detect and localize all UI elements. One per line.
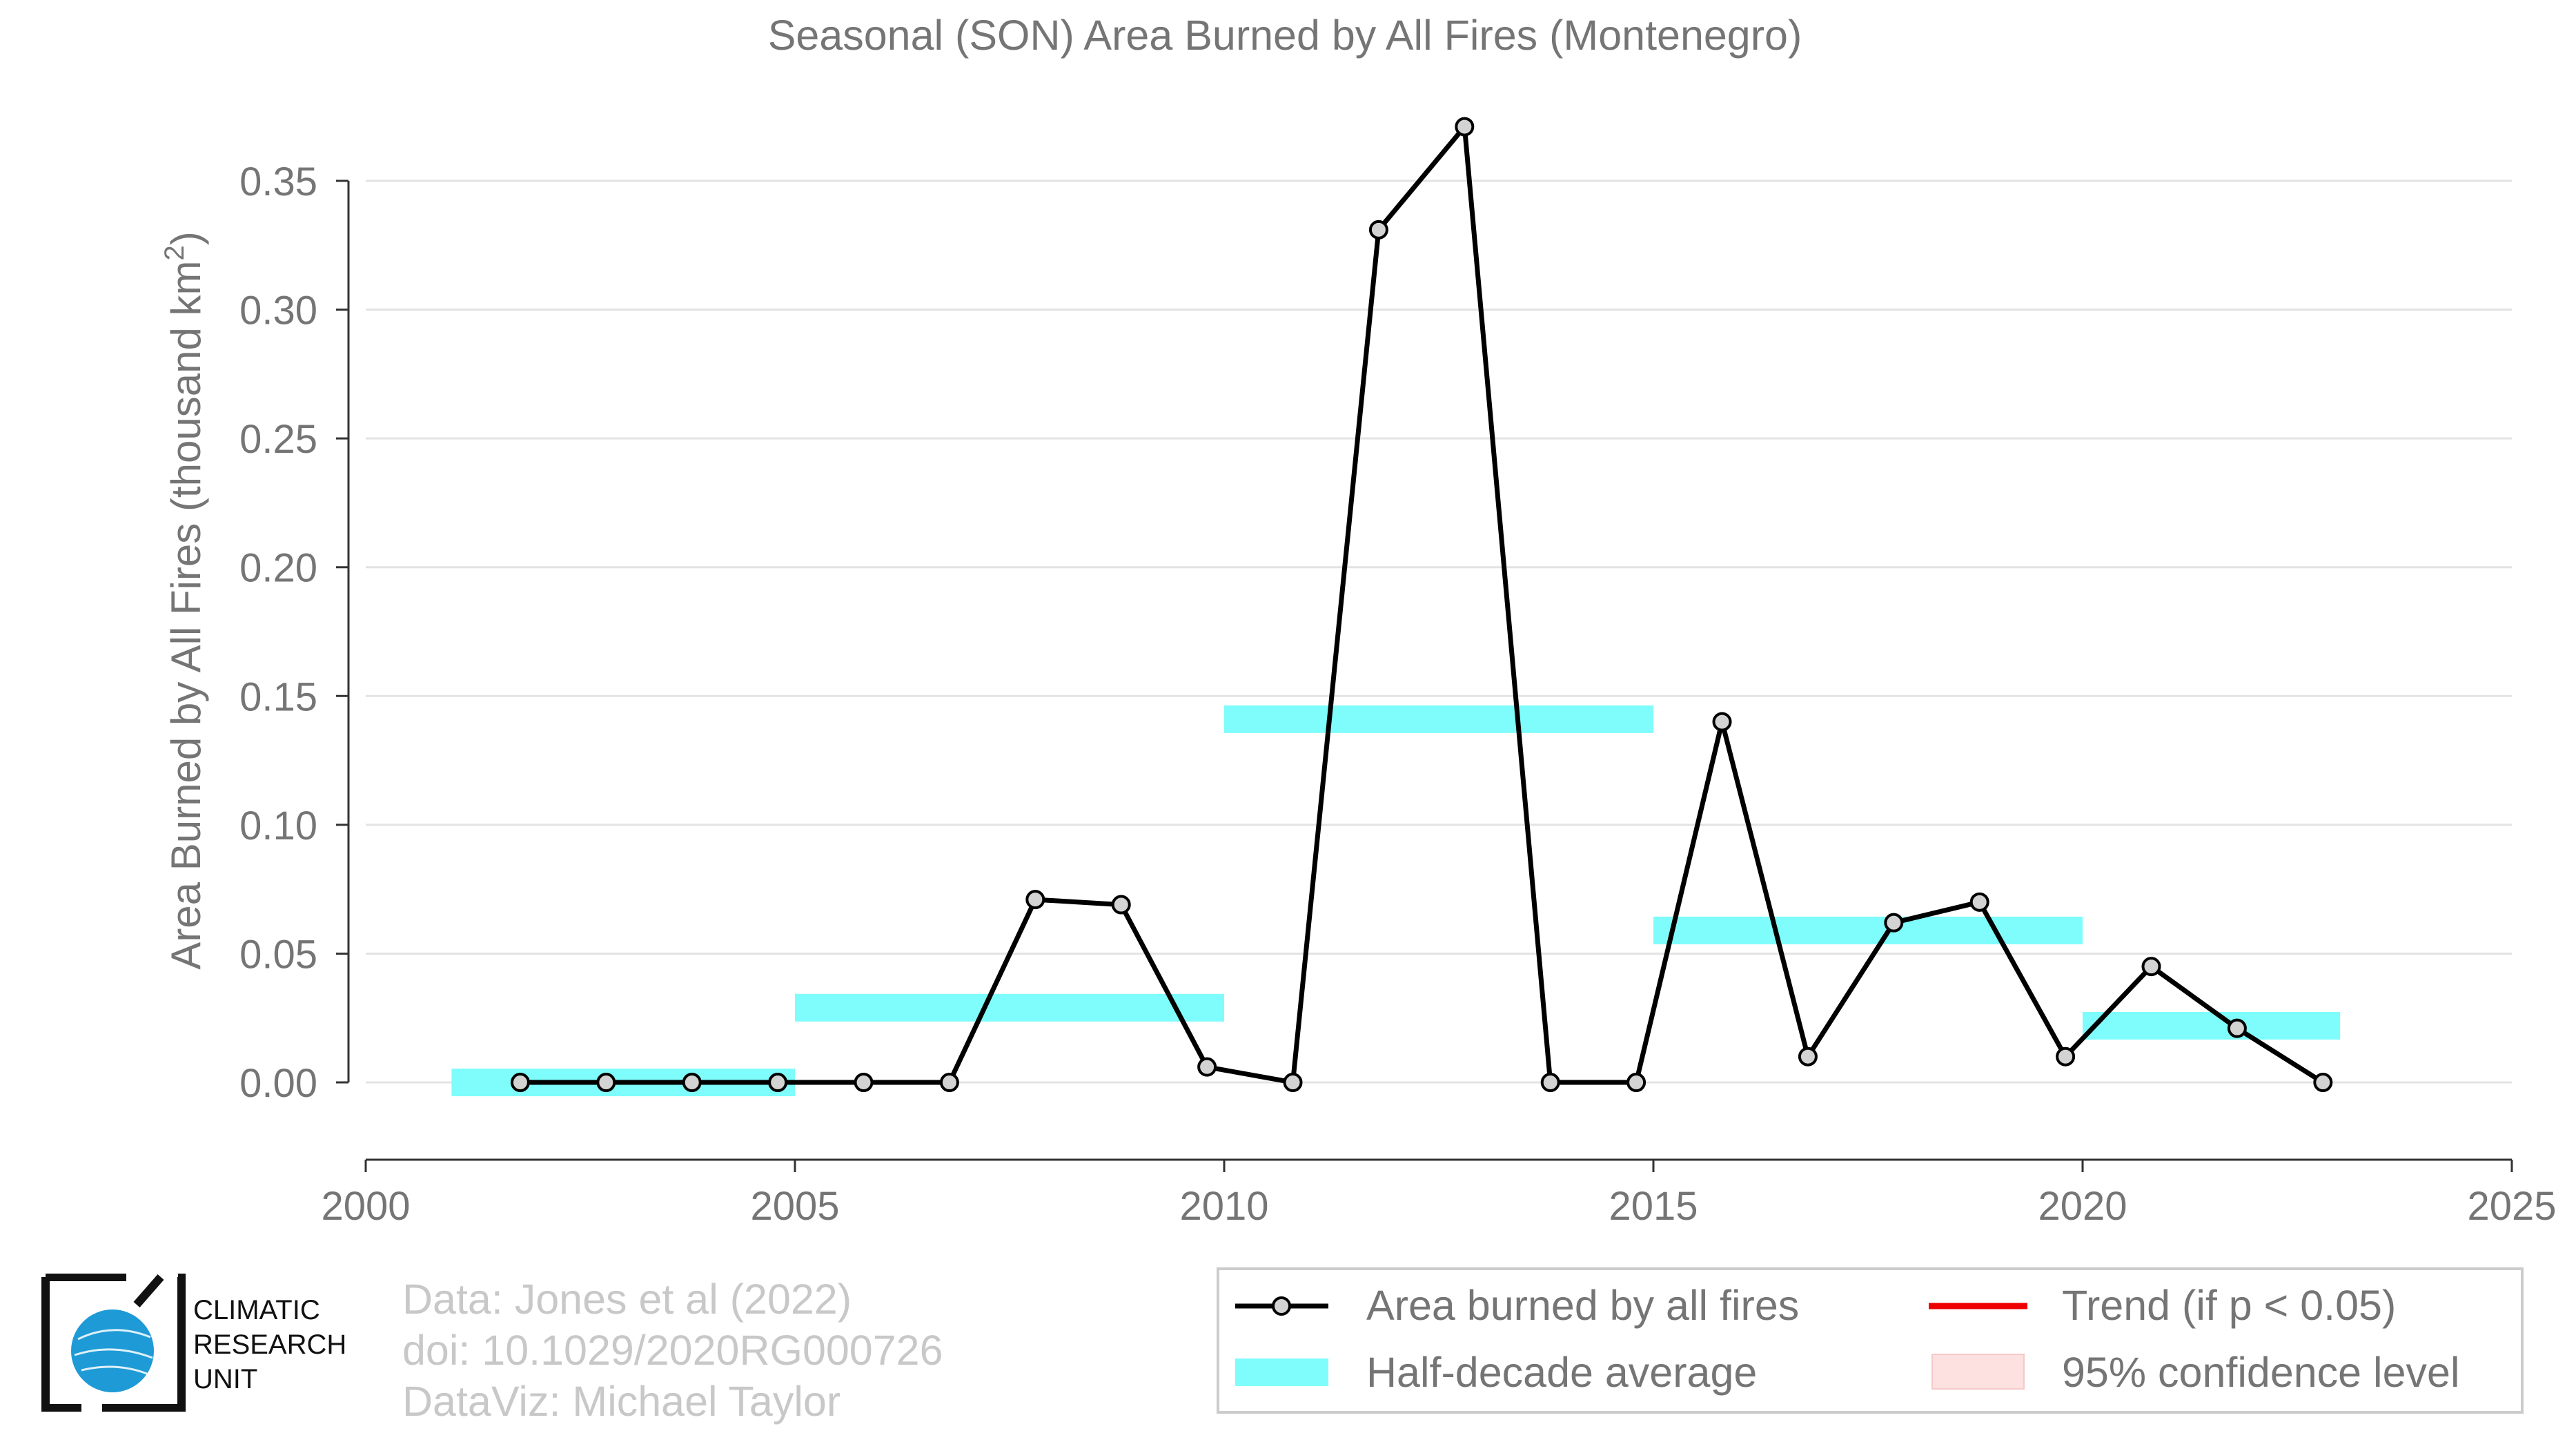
y-tick-label: 0.10 (239, 804, 317, 848)
legend-label-ci: 95% confidence level (2062, 1349, 2460, 1396)
globe-icon (71, 1309, 154, 1392)
data-point (596, 1073, 616, 1093)
half-decade-band (2083, 1011, 2341, 1040)
data-point (1626, 1073, 1646, 1093)
data-point (1283, 1073, 1303, 1093)
legend-box (1217, 1267, 2524, 1414)
cru-logo (40, 1273, 364, 1412)
chart-title: Seasonal (SON) Area Burned by All Fires … (768, 12, 1802, 59)
credit-data: Data: Jones et al (2022) (402, 1276, 852, 1323)
x-tick-label: 2000 (321, 1184, 410, 1229)
y-tick-label: 0.20 (239, 546, 317, 591)
y-axis-label-main: Area Burned by All Fires (thousand km (163, 261, 209, 970)
half-decade-band (795, 993, 1224, 1022)
x-tick-label: 2005 (750, 1184, 839, 1229)
x-axis: 2000 2005 2010 2015 2020 2025 (321, 1158, 2557, 1229)
logo-line-2: RESEARCH (193, 1330, 347, 1360)
data-point (510, 1073, 530, 1093)
series-line (520, 124, 2325, 1085)
data-point (1712, 712, 1732, 732)
x-tick-label: 2020 (2038, 1184, 2127, 1229)
data-point (939, 1073, 959, 1093)
y-tick-label: 0.15 (239, 674, 317, 719)
logo-line-3: UNIT (193, 1364, 258, 1394)
legend-band-swatch (1235, 1359, 1328, 1386)
legend-ci-swatch (1931, 1354, 2025, 1390)
legend-label-trend: Trend (if p < 0.05) (2062, 1282, 2396, 1329)
credit-doi: doi: 10.1029/2020RG000726 (402, 1327, 943, 1374)
data-point (1455, 117, 1475, 137)
data-point (854, 1073, 874, 1093)
data-point (2313, 1073, 2333, 1093)
data-point (1798, 1046, 1818, 1067)
legend-label-average: Half-decade average (1366, 1349, 1757, 1396)
half-decade-bands (451, 705, 2341, 1097)
x-tick-label: 2010 (1179, 1184, 1268, 1229)
grid-lines (366, 179, 2512, 1084)
y-axis-label-sup: 2 (159, 245, 190, 260)
data-point (2227, 1018, 2247, 1038)
x-tick-label: 2015 (1609, 1184, 1698, 1229)
y-tick-label: 0.25 (239, 417, 317, 462)
data-point (1025, 890, 1045, 910)
data-point (1197, 1057, 1217, 1077)
y-axis-label-end: ) (163, 231, 209, 245)
x-tick-label: 2025 (2467, 1184, 2556, 1229)
data-point (1884, 913, 1904, 933)
legend-marker-swatch (1272, 1296, 1291, 1316)
data-point (1368, 220, 1388, 240)
data-point (2141, 957, 2161, 977)
credits: Data: Jones et al (2022) doi: 10.1029/20… (402, 1274, 943, 1427)
half-decade-band (1653, 916, 2083, 944)
y-tick-label: 0.35 (239, 159, 317, 204)
logo-bracket-right (102, 1273, 186, 1412)
logo-bracket-left (41, 1273, 126, 1412)
legend-label-series: Area burned by all fires (1366, 1282, 1799, 1329)
logo-line-1: CLIMATIC (193, 1295, 320, 1325)
data-point (1111, 895, 1131, 915)
credit-dataviz: DataViz: Michael Taylor (402, 1378, 841, 1425)
data-point (1540, 1073, 1560, 1093)
data-point (768, 1073, 788, 1093)
series-points (510, 117, 2333, 1093)
half-decade-band (1224, 705, 1653, 733)
series-lines (520, 124, 2325, 1085)
y-tick-label: 0.00 (239, 1061, 317, 1106)
y-tick-label: 0.30 (239, 289, 317, 333)
y-axis: 0.00 0.05 0.10 0.15 0.20 0.25 0.30 0.35 (239, 159, 350, 1106)
data-point (2056, 1046, 2076, 1067)
data-point (682, 1073, 702, 1093)
legend: Area burned by all fires Trend (if p < 0… (1217, 1267, 2524, 1414)
y-axis-label: Area Burned by All Fires (thousand km2) (159, 231, 209, 969)
data-point (1969, 892, 1989, 912)
y-tick-label: 0.05 (239, 932, 317, 977)
logo-slash (133, 1274, 164, 1307)
logo-text: CLIMATIC RESEARCH UNIT (193, 1293, 346, 1396)
